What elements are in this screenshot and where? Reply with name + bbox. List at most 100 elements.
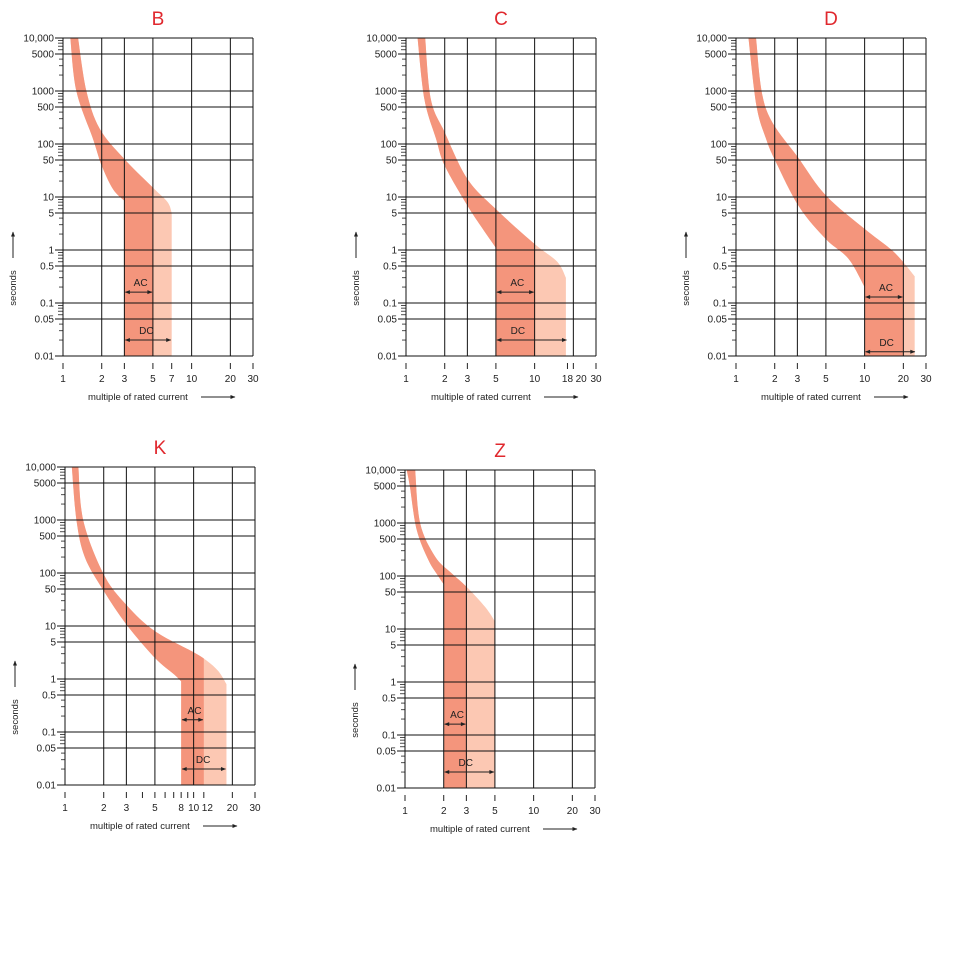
ac-trip-band [70, 38, 153, 356]
dc-label: DC [511, 326, 525, 337]
y-tick-label: 10 [45, 622, 57, 633]
x-tick-label: 5 [493, 374, 499, 385]
y-tick-label: 10 [43, 193, 55, 204]
y-tick-label: 500 [710, 102, 727, 113]
y-tick-label: 0.05 [378, 314, 398, 325]
y-tick-label: 1 [721, 246, 727, 257]
chart-panel: K 10,000 5000 1000 500 100 50 10 5 1 0.5 0.1 0.05 0.0… [10, 438, 261, 832]
y-tick-label: 5 [50, 637, 56, 648]
y-axis-label: seconds [8, 270, 19, 306]
ac-trip-band [406, 470, 467, 788]
y-tick-label: 1000 [374, 519, 397, 530]
x-tick-label: 12 [202, 803, 214, 814]
y-tick-label: 0.1 [713, 299, 727, 310]
y-tick-label: 1000 [34, 516, 57, 527]
y-tick-label: 500 [380, 102, 397, 113]
y-tick-label: 0.05 [377, 746, 397, 757]
y-tick-label: 10,000 [365, 466, 396, 477]
x-tick-label: 30 [589, 806, 601, 817]
x-tick-label: 20 [225, 374, 237, 385]
y-tick-label: 100 [710, 140, 727, 151]
x-tick-label: 2 [441, 806, 447, 817]
ac-label: AC [134, 278, 148, 289]
x-tick-label: 2 [772, 374, 778, 385]
y-axis-label: seconds [10, 699, 21, 735]
y-tick-label: 1000 [705, 87, 728, 98]
x-tick-label: 2 [99, 374, 105, 385]
ac-label: AC [510, 278, 524, 289]
chart-title: C [494, 9, 508, 30]
y-tick-label: 0.1 [382, 731, 396, 742]
y-tick-label: 0.01 [378, 352, 398, 363]
dc-label: DC [458, 758, 472, 769]
y-tick-label: 0.01 [708, 352, 728, 363]
y-tick-label: 100 [380, 140, 397, 151]
y-tick-label: 0.5 [383, 261, 397, 272]
y-tick-label: 500 [39, 531, 56, 542]
chart-title: D [824, 9, 838, 30]
x-axis-label: multiple of rated current [90, 821, 190, 832]
dc-label: DC [879, 338, 893, 349]
ac-label: AC [188, 706, 202, 717]
y-tick-label: 0.05 [708, 314, 728, 325]
x-tick-label: 5 [492, 806, 498, 817]
y-tick-label: 100 [39, 569, 56, 580]
y-tick-label: 0.01 [37, 781, 57, 792]
x-tick-label: 1 [733, 374, 739, 385]
y-tick-label: 0.01 [377, 784, 397, 795]
y-axis-label: seconds [351, 270, 362, 306]
x-tick-label: 30 [249, 803, 261, 814]
y-tick-label: 0.5 [42, 690, 56, 701]
y-tick-label: 0.1 [383, 299, 397, 310]
y-tick-label: 10 [716, 193, 728, 204]
y-tick-label: 10,000 [366, 34, 397, 45]
y-tick-label: 0.5 [713, 261, 727, 272]
y-tick-label: 0.5 [382, 693, 396, 704]
x-tick-label: 1 [62, 803, 68, 814]
y-axis-label: seconds [681, 270, 692, 306]
x-tick-label: 30 [247, 374, 259, 385]
x-tick-label: 1 [402, 806, 408, 817]
dc-label: DC [139, 326, 153, 337]
chart-title: K [154, 438, 167, 459]
y-tick-label: 0.1 [40, 299, 54, 310]
y-tick-label: 100 [37, 140, 54, 151]
x-axis-label: multiple of rated current [88, 392, 188, 403]
y-axis-label: seconds [350, 702, 361, 738]
y-tick-label: 1 [50, 675, 56, 686]
y-tick-label: 0.01 [35, 352, 55, 363]
y-tick-label: 0.05 [37, 743, 57, 754]
x-tick-label: 10 [528, 806, 540, 817]
y-tick-label: 50 [45, 584, 57, 595]
ac-label: AC [879, 283, 893, 294]
y-tick-label: 5000 [34, 478, 57, 489]
x-tick-label: 3 [464, 806, 470, 817]
x-tick-label: 18 [562, 374, 574, 385]
y-tick-label: 0.05 [35, 314, 55, 325]
x-tick-label: 5 [823, 374, 829, 385]
y-tick-label: 5 [390, 640, 396, 651]
x-tick-label: 1 [403, 374, 409, 385]
y-tick-label: 0.1 [42, 728, 56, 739]
chart-panel: Z 10,000 5000 1000 500 100 50 10 5 1 0.5 0.1 0.05 0.0… [350, 441, 601, 835]
y-tick-label: 500 [37, 102, 54, 113]
y-tick-label: 10 [386, 193, 398, 204]
y-tick-label: 500 [379, 534, 396, 545]
y-tick-label: 50 [43, 155, 55, 166]
y-tick-label: 1 [390, 678, 396, 689]
y-tick-label: 5000 [705, 49, 728, 60]
y-tick-label: 0.5 [40, 261, 54, 272]
x-tick-label: 5 [152, 803, 158, 814]
chart-panel: D 10,000 5000 1000 500 100 50 10 5 1 0.5 0.1 0.05 0.0… [681, 9, 932, 403]
y-tick-label: 10 [385, 625, 397, 636]
y-tick-label: 5000 [32, 49, 55, 60]
chart-title: B [152, 9, 165, 30]
chart-title: Z [494, 441, 506, 462]
y-tick-label: 10,000 [696, 34, 727, 45]
chart-panel: B 10,000 5000 1000 500 100 50 10 5 1 0.5 0.1 0.05 0.0… [8, 9, 259, 403]
y-tick-label: 1 [48, 246, 54, 257]
y-tick-label: 5000 [374, 481, 397, 492]
y-tick-label: 10,000 [25, 463, 56, 474]
y-tick-label: 50 [385, 587, 397, 598]
